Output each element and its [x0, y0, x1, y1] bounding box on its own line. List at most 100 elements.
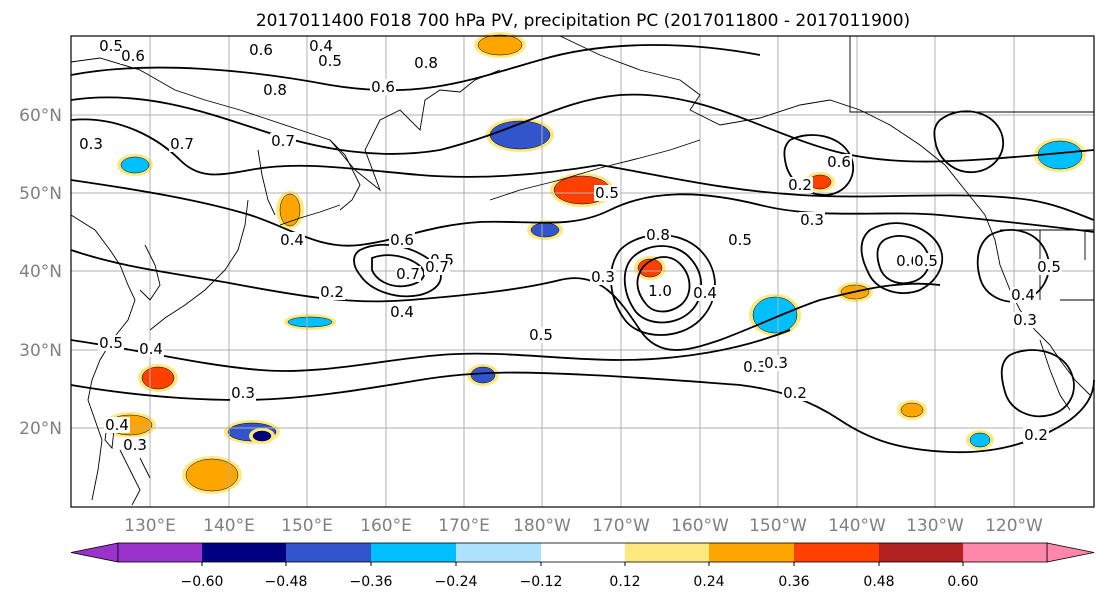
pv-contour [636, 256, 691, 313]
pv-contour [739, 379, 1095, 454]
contour-label: 0.5 [318, 52, 342, 70]
colorbar-tick-label: −0.24 [435, 574, 478, 590]
contour-label: 0.5 [1037, 258, 1061, 276]
contour-label: 0.3 [231, 384, 255, 402]
contour-label-bg [389, 232, 415, 248]
contour-label: 0.3 [1013, 311, 1037, 329]
precip-patch [252, 430, 272, 442]
contour-label-bg [270, 133, 296, 149]
contour-label: 1.0 [648, 282, 672, 300]
contour-label-bg [169, 136, 195, 152]
graticule [71, 36, 1094, 507]
contour-label-bg [120, 48, 146, 64]
longitude-label: 170°E [438, 516, 490, 536]
contour-label: 0.4 [309, 37, 333, 55]
coastline-philippines [119, 449, 151, 506]
contour-label: 0.4 [139, 340, 163, 358]
coastline-baja [1039, 339, 1071, 411]
contour-label-bg [78, 136, 104, 152]
contour-label: 0.6 [827, 153, 851, 171]
colorbar-tick-label: −0.36 [350, 574, 393, 590]
colorbar-segment [118, 543, 202, 562]
contour-label: 0.4 [105, 416, 129, 434]
contour-label-bg [413, 55, 439, 71]
longitude-labels: 130°E 140°E 150°E 160°E 170°E 180°W 170°W 160°W… [124, 516, 1043, 536]
contour-label: 0.2 [1024, 426, 1048, 444]
latitude-label: 40°N [19, 262, 62, 282]
contour-label-bg [424, 259, 450, 275]
latitude-label: 30°N [19, 341, 62, 361]
pv-contour [70, 44, 761, 92]
pv-contour [876, 235, 931, 285]
contour-label-bg [317, 53, 343, 69]
coastline-korea [139, 244, 161, 301]
contour-label-bg [319, 284, 345, 300]
precip-patch [489, 120, 551, 150]
colorbar-tick-label: 0.60 [947, 574, 978, 590]
colorbar-extend-min [70, 542, 119, 563]
colorbar-segment [794, 543, 879, 562]
contour-label: 0.7 [425, 258, 449, 276]
colorbar-extend-max [1046, 542, 1095, 563]
contour-label: 0.6 [249, 41, 273, 59]
colorbar-segment [202, 543, 286, 562]
coastline-kuril [279, 204, 341, 226]
contour-label-bg [98, 335, 124, 351]
coastline-alaska [559, 35, 986, 216]
contour-label-bg [1036, 259, 1062, 275]
contour-label-bg [308, 38, 334, 54]
pv-contour [70, 329, 791, 372]
contour-label: 0.8 [414, 54, 438, 72]
contour-label: 0.7 [396, 265, 420, 283]
precip-patch [185, 458, 239, 492]
pv-contour [70, 118, 601, 178]
contour-label: 0.3 [591, 268, 615, 286]
colorbar-segment [963, 543, 1047, 562]
contour-label-bg [742, 359, 768, 375]
contour-label-bg [647, 283, 673, 299]
map-panel: 0.50.6 0.6 0.40.5 0.80.60.80.70.3 0.70.4 0.60… [70, 32, 1095, 508]
pv-contour [860, 222, 944, 294]
precip-patch [752, 296, 798, 334]
map-title: 2017011400 F018 700 hPa PV, precipitatio… [256, 11, 910, 31]
longitude-label: 160°E [360, 516, 412, 536]
latitude-label: 50°N [19, 184, 62, 204]
contour-label: 0.8 [646, 226, 670, 244]
contour-label-bg [594, 185, 620, 201]
latitude-label: 20°N [19, 419, 62, 439]
contour-label: 0.5 [99, 334, 123, 352]
colorbar-tick-label: 0.24 [693, 574, 724, 590]
contour-label-bg [262, 82, 288, 98]
colorbar-segment [371, 543, 456, 562]
longitude-label: 140°W [828, 516, 886, 536]
contour-label: 0.7 [271, 132, 295, 150]
contour-label-bg [104, 417, 130, 433]
precip-patch [279, 193, 301, 227]
contour-label-bg [528, 327, 554, 343]
contour-label: 0.7 [170, 135, 194, 153]
contour-label: 0.2 [788, 176, 812, 194]
pv-contour-labels: 0.50.6 0.6 0.40.5 0.80.60.80.70.3 0.70.4 0.60… [78, 37, 1062, 454]
contour-label: 0.2 [783, 384, 807, 402]
pv-contour [70, 179, 1095, 247]
contour-label-bg [230, 385, 256, 401]
longitude-label: 150°W [749, 516, 807, 536]
contour-label: 0.3 [79, 135, 103, 153]
colorbar-tick-label: −0.60 [181, 574, 224, 590]
pv-contour [1000, 349, 1075, 418]
precip-patch [287, 316, 333, 328]
longitude-label: 130°W [906, 516, 964, 536]
precip-patch [637, 258, 663, 278]
precip-patch [477, 34, 523, 56]
contour-label-bg [782, 385, 808, 401]
coastline-aleutians [489, 139, 701, 201]
contour-label-bg [590, 269, 616, 285]
contour-label: 0.5 [728, 231, 752, 249]
coastline-siberia [70, 57, 501, 192]
colorbar-tick-label: 0.12 [609, 574, 640, 590]
pv-contour [353, 243, 442, 298]
contour-label-bg [98, 38, 124, 54]
precip-patch [900, 402, 924, 418]
contour-label: 0.6 [390, 231, 414, 249]
